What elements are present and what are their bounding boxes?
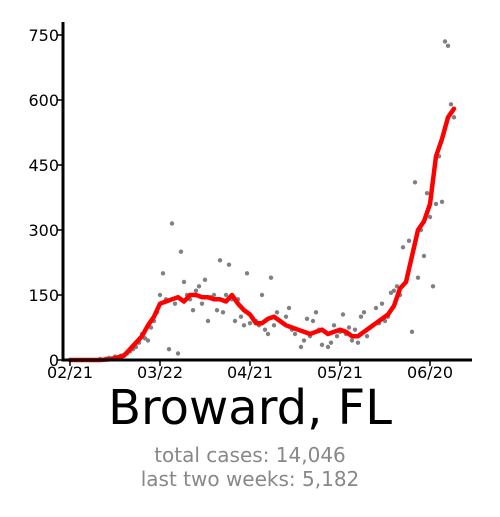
daily-point — [271, 323, 277, 328]
daily-point — [238, 314, 244, 319]
daily-point — [190, 307, 196, 313]
y-tick-label: 0 — [49, 351, 59, 370]
daily-point — [172, 301, 178, 306]
daily-point — [220, 310, 226, 315]
x-tick-label: 06/20 — [407, 363, 453, 380]
daily-point — [262, 327, 268, 332]
daily-point — [319, 342, 325, 348]
daily-point — [265, 331, 271, 337]
daily-point — [430, 284, 436, 289]
daily-point — [445, 43, 451, 49]
daily-point — [283, 314, 289, 319]
rolling-average-line — [67, 106, 457, 363]
total-cases-stat: total cases: 14,046 — [154, 443, 346, 467]
daily-point — [400, 245, 406, 250]
chart-title: Broward, FL — [108, 380, 392, 436]
last-two-weeks-stat: last two weeks: 5,182 — [140, 467, 360, 491]
daily-point — [448, 102, 454, 107]
daily-point — [361, 310, 367, 315]
daily-point — [409, 329, 415, 335]
x-tick-label: 03/22 — [137, 363, 183, 380]
daily-point — [310, 318, 316, 324]
daily-point — [205, 318, 211, 324]
daily-point — [202, 277, 208, 283]
daily-point — [268, 275, 274, 280]
daily-point — [292, 331, 298, 337]
daily-point — [199, 301, 205, 306]
y-tick-label: 450 — [28, 156, 59, 175]
daily-point — [313, 310, 319, 315]
daily-point — [340, 312, 346, 317]
y-tick-label: 300 — [28, 221, 59, 240]
daily-point — [346, 325, 352, 330]
daily-point — [196, 284, 202, 289]
daily-point — [223, 292, 229, 298]
daily-point — [352, 327, 358, 332]
daily-point — [331, 323, 337, 328]
daily-point — [355, 340, 361, 345]
y-tick-label: 750 — [28, 26, 59, 45]
axes-layer: 0 150 300 450 600 750 02/21 03/22 04/21 05/21 06/2… — [28, 22, 472, 380]
daily-point — [247, 320, 253, 326]
x-tick-label: 02/21 — [47, 363, 93, 380]
daily-point — [193, 288, 199, 293]
daily-point — [160, 271, 166, 276]
daily-point — [424, 190, 430, 196]
daily-point — [166, 346, 172, 352]
daily-point — [325, 344, 331, 350]
daily-point — [217, 258, 223, 263]
daily-point — [406, 238, 412, 244]
daily-point — [328, 340, 334, 345]
daily-point — [301, 338, 307, 343]
daily-point — [286, 305, 292, 311]
daily-point — [226, 262, 232, 267]
x-tick-label: 05/21 — [317, 363, 363, 380]
daily-point — [175, 351, 181, 356]
daily-point — [211, 292, 217, 298]
daily-point — [421, 253, 427, 259]
daily-point — [334, 333, 340, 339]
daily-point — [439, 199, 445, 205]
daily-point — [415, 275, 421, 280]
daily-points-layer — [97, 39, 457, 362]
daily-point — [169, 221, 175, 226]
daily-point — [364, 333, 370, 339]
rolling-average-layer — [67, 106, 457, 363]
daily-point — [373, 305, 379, 311]
daily-point — [259, 292, 265, 298]
daily-point — [442, 39, 448, 44]
daily-point — [298, 344, 304, 350]
chart: 0 150 300 450 600 750 02/21 03/22 04/21 05/21 06/2… — [28, 22, 472, 380]
daily-point — [145, 338, 151, 343]
daily-point — [391, 288, 397, 293]
daily-point — [379, 301, 385, 306]
y-tick-label: 150 — [28, 286, 59, 305]
daily-point — [157, 292, 163, 298]
daily-point — [241, 323, 247, 328]
daily-point — [433, 201, 439, 207]
daily-point — [232, 318, 238, 324]
daily-point — [358, 314, 364, 319]
daily-point — [451, 115, 457, 120]
daily-point — [214, 307, 220, 313]
daily-point — [304, 316, 310, 322]
y-tick-label: 600 — [28, 91, 59, 110]
daily-point — [349, 338, 355, 343]
x-tick-label: 04/21 — [227, 363, 273, 380]
daily-point — [244, 271, 250, 276]
daily-point — [412, 180, 418, 185]
daily-point — [427, 214, 433, 220]
daily-point — [181, 279, 187, 285]
daily-point — [178, 249, 184, 254]
daily-point — [274, 310, 280, 315]
